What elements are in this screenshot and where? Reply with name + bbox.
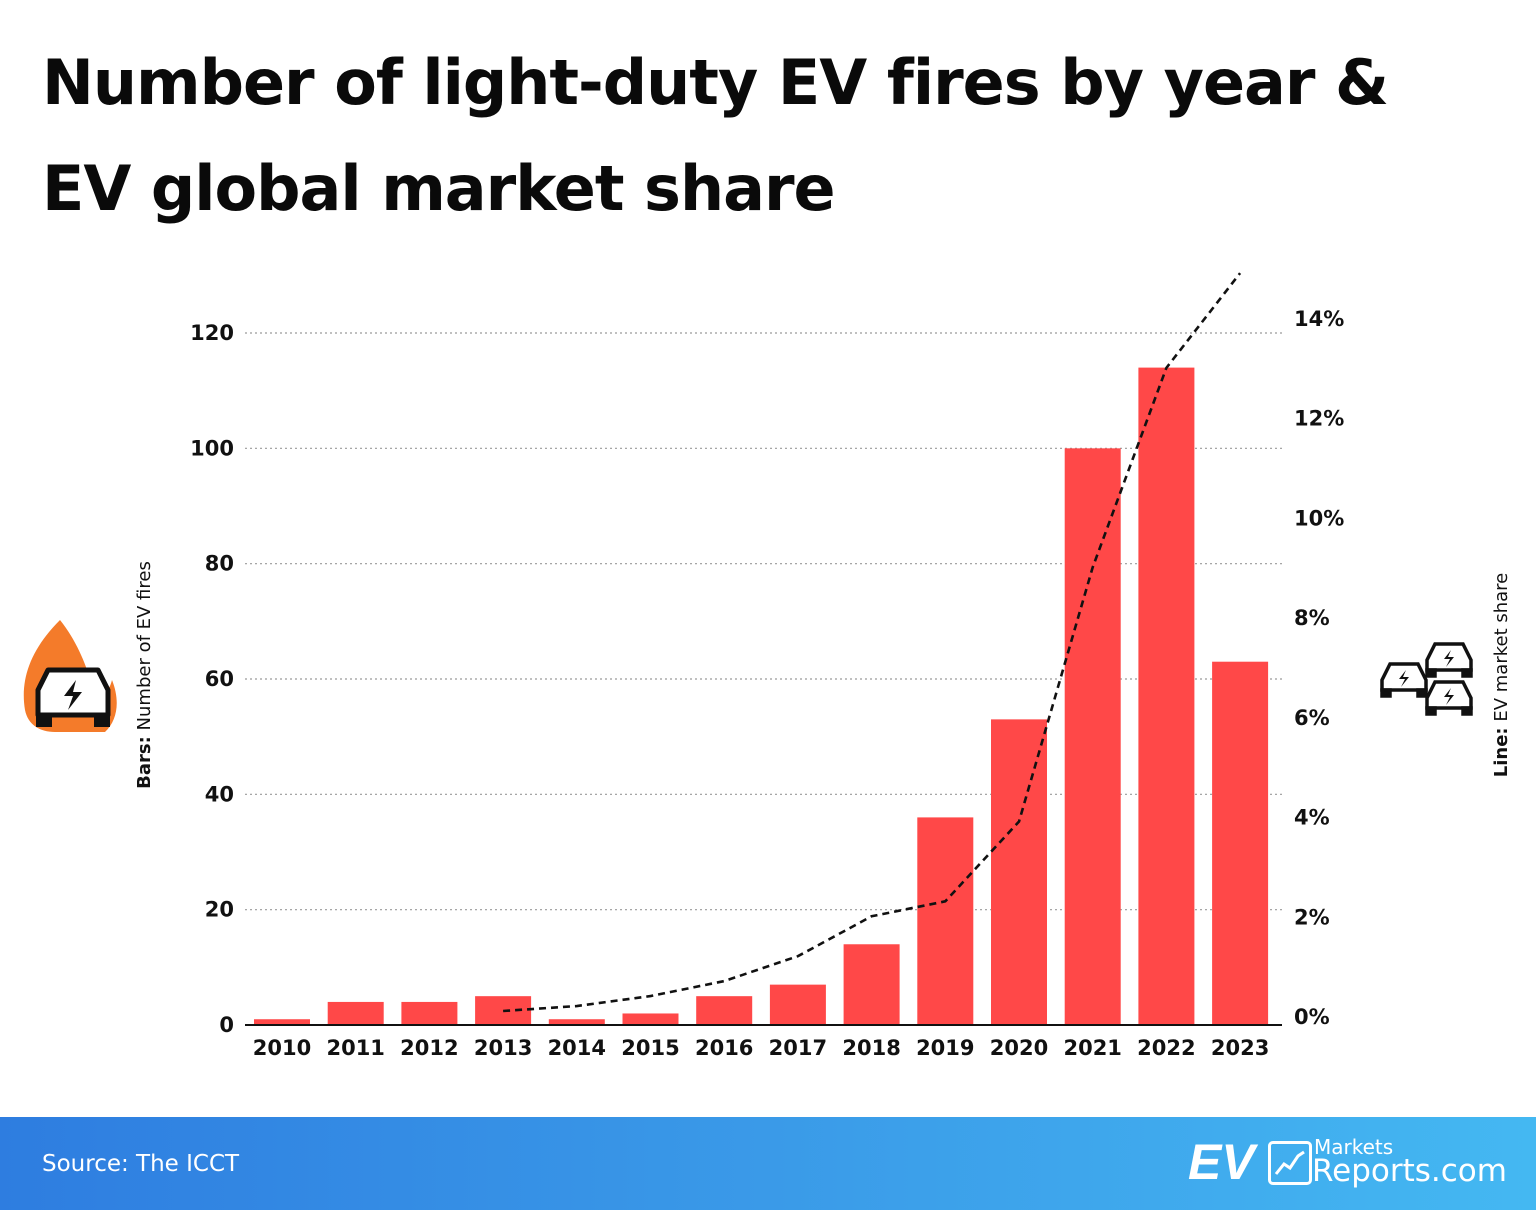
chart-trend-icon — [1268, 1141, 1312, 1185]
x-tick-label: 2011 — [326, 1036, 384, 1060]
bar-2016 — [696, 996, 753, 1025]
electric-cars-icon — [1380, 642, 1473, 716]
logo-ev: EV — [1188, 1134, 1255, 1190]
bar-2014 — [548, 1019, 605, 1025]
bar-2010 — [254, 1019, 310, 1025]
bar-2015 — [622, 1013, 679, 1025]
bar-2022 — [1138, 367, 1195, 1026]
title-line-1: Number of light-duty EV fires by year & — [42, 46, 1389, 119]
logo-markets: Markets — [1314, 1135, 1394, 1159]
right-tick-label: 12% — [1294, 407, 1344, 431]
left-tick-label: 40 — [205, 782, 234, 806]
x-tick-label: 2023 — [1211, 1036, 1269, 1060]
right-axis-label: Line: EV market share — [1491, 573, 1512, 778]
chart-title: Number of light-duty EV fires by year & … — [42, 30, 1522, 242]
x-tick-label: 2017 — [769, 1036, 827, 1060]
right-tick-label: 14% — [1294, 307, 1344, 331]
car-on-fire-icon — [23, 620, 117, 732]
bar-2012 — [401, 1001, 458, 1025]
logo-reports: Reports.com — [1312, 1153, 1507, 1189]
right-tick-label: 6% — [1294, 706, 1330, 730]
bar-2018 — [843, 944, 900, 1025]
x-tick-label: 2010 — [253, 1036, 311, 1060]
bars — [254, 367, 1269, 1026]
x-tick-label: 2022 — [1137, 1036, 1195, 1060]
left-tick-label: 0 — [219, 1013, 234, 1037]
bar-2020 — [991, 719, 1047, 1025]
title-line-2: EV global market share — [42, 152, 836, 225]
right-tick-label: 4% — [1294, 806, 1330, 830]
gridlines — [245, 332, 1282, 911]
right-tick-label: 0% — [1294, 1005, 1330, 1029]
source-text: Source: The ICCT — [42, 1151, 240, 1177]
x-tick-label: 2015 — [621, 1036, 679, 1060]
left-axis-label: Bars: Number of EV fires — [134, 561, 155, 789]
right-tick-label: 8% — [1294, 606, 1330, 630]
left-tick-label: 60 — [205, 667, 234, 691]
footer: Source: The ICCT EV Markets Reports.com — [0, 1117, 1536, 1210]
left-tick-label: 100 — [190, 436, 234, 460]
bar-2011 — [327, 1001, 384, 1025]
market-share-line — [503, 272, 1242, 1013]
bar-2017 — [769, 984, 826, 1025]
tick-labels: 0 20 40 60 80 100 120 0% 2% 4% 6% 8% 10% 12% 14% 2010 20… — [190, 307, 1344, 1060]
x-tick-label: 2018 — [842, 1036, 900, 1060]
bar-2021 — [1064, 448, 1121, 1025]
x-tick-label: 2021 — [1063, 1036, 1121, 1060]
x-tick-label: 2014 — [548, 1036, 606, 1060]
x-tick-label: 2012 — [400, 1036, 458, 1060]
bar-2023 — [1212, 661, 1269, 1025]
right-tick-label: 2% — [1294, 905, 1330, 929]
x-tick-label: 2013 — [474, 1036, 532, 1060]
market-share-line-path — [503, 272, 1242, 1013]
left-tick-label: 20 — [205, 898, 234, 922]
evmarketsreports-logo: EV Markets Reports.com — [1188, 1133, 1508, 1193]
bar-2019 — [917, 817, 974, 1025]
right-tick-label: 10% — [1294, 506, 1344, 530]
x-tick-label: 2019 — [916, 1036, 974, 1060]
left-tick-label: 120 — [190, 321, 234, 345]
x-tick-label: 2020 — [990, 1036, 1048, 1060]
x-tick-label: 2016 — [695, 1036, 753, 1060]
left-tick-label: 80 — [205, 552, 234, 576]
